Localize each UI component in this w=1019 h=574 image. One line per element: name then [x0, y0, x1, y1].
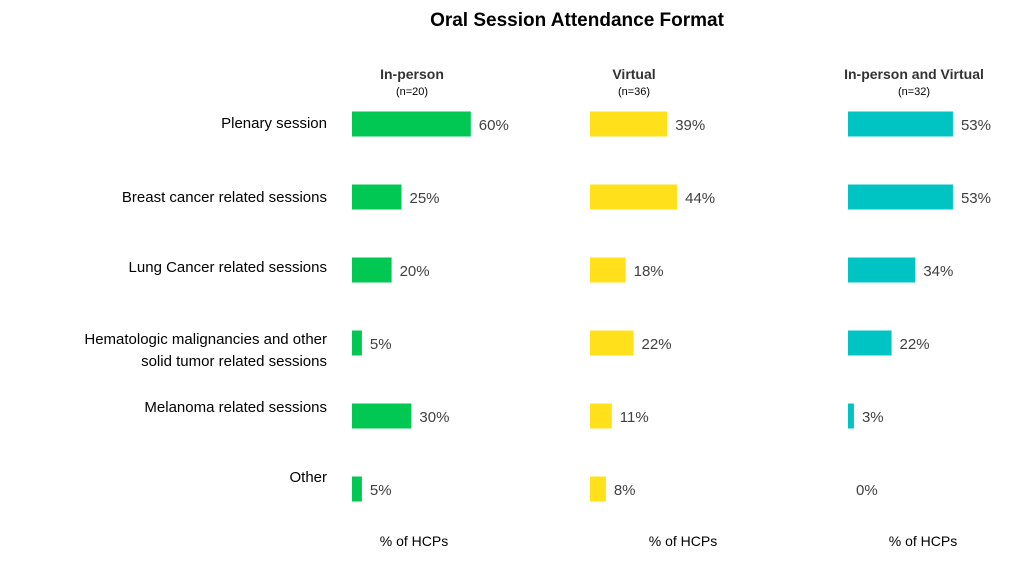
bar: [352, 257, 392, 283]
data-label: 11%: [620, 409, 649, 426]
bar: [590, 257, 626, 283]
data-label: 22%: [642, 336, 672, 353]
data-label: 30%: [419, 409, 449, 426]
category-label: Breast cancer related sessions: [122, 189, 327, 206]
panel-header: In-person and Virtual: [844, 66, 984, 82]
data-label: 0%: [856, 482, 878, 499]
data-label: 60%: [479, 117, 509, 134]
data-label: 53%: [961, 190, 991, 207]
bar: [352, 476, 362, 502]
bar: [352, 403, 412, 429]
bar: [590, 330, 634, 356]
category-label: Hematologic malignancies and other solid …: [84, 331, 327, 370]
category-label-line: solid tumor related sessions: [141, 353, 327, 370]
category-label-line: Other: [289, 469, 327, 486]
panel-n-label: (n=36): [618, 86, 650, 98]
panel-header: Virtual: [612, 66, 655, 82]
data-label: 25%: [410, 190, 440, 207]
data-label: 20%: [400, 263, 430, 280]
bar: [352, 184, 402, 210]
bar: [848, 111, 953, 137]
category-label: Lung Cancer related sessions: [129, 259, 327, 276]
category-label-line: Lung Cancer related sessions: [129, 259, 327, 276]
category-label: Other: [289, 469, 327, 486]
panel-header: In-person: [380, 66, 444, 82]
category-label-line: Plenary session: [221, 115, 327, 132]
chart-title: Oral Session Attendance Format: [430, 10, 725, 31]
bar: [352, 111, 471, 137]
bar: [352, 330, 362, 356]
data-label: 22%: [900, 336, 930, 353]
category-label-line: Hematologic malignancies and other: [84, 331, 327, 348]
panel-n-label: (n=32): [898, 86, 930, 98]
x-axis-label: % of HCPs: [649, 533, 717, 549]
bar: [590, 476, 606, 502]
category-label: Plenary session: [221, 115, 327, 132]
bar: [848, 257, 916, 283]
data-label: 5%: [370, 482, 392, 499]
category-label-line: Melanoma related sessions: [144, 399, 327, 416]
bar: [590, 184, 678, 210]
bar: [848, 184, 953, 210]
panel-n-label: (n=20): [396, 86, 428, 98]
bar: [590, 111, 668, 137]
data-label: 39%: [675, 117, 705, 134]
bar: [590, 403, 612, 429]
data-label: 3%: [862, 409, 884, 426]
bar: [848, 330, 892, 356]
data-label: 44%: [685, 190, 715, 207]
bar: [848, 403, 854, 429]
data-label: 53%: [961, 117, 991, 134]
category-label: Melanoma related sessions: [144, 399, 327, 416]
data-label: 18%: [634, 263, 664, 280]
x-axis-label: % of HCPs: [889, 533, 957, 549]
x-axis-label: % of HCPs: [380, 533, 448, 549]
data-label: 8%: [614, 482, 636, 499]
category-label-line: Breast cancer related sessions: [122, 189, 327, 206]
data-label: 34%: [923, 263, 953, 280]
data-label: 5%: [370, 336, 392, 353]
